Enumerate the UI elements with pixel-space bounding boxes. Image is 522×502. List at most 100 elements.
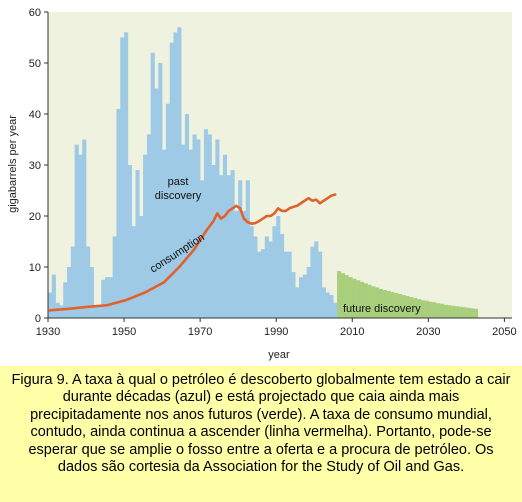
past-discovery-bar <box>108 277 113 318</box>
past-discovery-bar <box>310 246 315 318</box>
past-discovery-bar <box>120 37 125 318</box>
past-discovery-bar <box>93 305 98 318</box>
past-discovery-bar <box>318 251 323 318</box>
past-discovery-bar <box>196 139 201 318</box>
future-discovery-bar <box>447 305 452 318</box>
y-tick-label: 30 <box>29 160 41 172</box>
x-tick-label: 2030 <box>416 326 440 338</box>
past-discovery-bar <box>173 32 178 319</box>
past-discovery-bar <box>230 170 235 318</box>
future-discovery-bar <box>340 273 345 318</box>
past-discovery-bar <box>325 292 330 318</box>
y-tick-label: 20 <box>29 211 41 223</box>
past-discovery-bar <box>59 305 64 318</box>
past-discovery-bar <box>283 251 288 318</box>
past-discovery-bar <box>127 165 132 318</box>
past-discovery-bar <box>219 175 224 318</box>
future-discovery-bar <box>470 308 475 318</box>
oil-discovery-chart: 1930 1950 1970 1990 2010 2030 2050 01020304050… <box>7 7 517 361</box>
past-discovery-label-line2: discovery <box>155 190 202 202</box>
past-discovery-bar <box>105 277 110 318</box>
past-discovery-bar <box>97 305 102 318</box>
future-discovery-bar <box>378 288 383 318</box>
future-discovery-bar <box>386 290 391 318</box>
past-discovery-bar <box>272 226 277 318</box>
x-axis-ticks: 1930 1950 1970 1990 2010 2030 2050 <box>36 318 517 338</box>
past-discovery-bar <box>264 236 269 318</box>
y-tick-label: 0 <box>35 313 41 325</box>
past-discovery-bar <box>200 180 205 318</box>
past-discovery-bar <box>139 216 144 318</box>
x-tick-label: 2050 <box>492 326 516 338</box>
future-discovery-bar <box>443 304 448 318</box>
future-discovery-bar <box>416 299 422 318</box>
future-discovery-bar <box>439 303 444 318</box>
past-discovery-bar <box>48 292 53 318</box>
past-discovery-bar <box>70 246 75 318</box>
past-discovery-bar <box>131 226 136 318</box>
future-discovery-bar <box>424 300 429 318</box>
x-tick-label: 1990 <box>264 326 288 338</box>
past-discovery-bar <box>184 114 190 318</box>
past-discovery-bar <box>181 144 186 318</box>
figure-caption: Figura 9. A taxa à qual o petróleo é des… <box>0 366 522 502</box>
future-discovery-bar <box>409 297 414 318</box>
future-discovery-bar <box>435 303 441 318</box>
past-discovery-bar <box>150 52 155 319</box>
past-discovery-bar <box>260 249 266 318</box>
future-discovery-bar <box>371 286 376 318</box>
future-discovery-bar <box>344 275 349 318</box>
future-discovery-bar <box>432 302 437 318</box>
future-discovery-bar <box>451 305 456 318</box>
past-discovery-bar <box>154 88 159 318</box>
past-discovery-bar <box>101 279 106 318</box>
past-discovery-bar <box>124 32 129 319</box>
past-discovery-bar <box>203 129 209 318</box>
past-discovery-bar <box>78 154 83 318</box>
past-discovery-bar <box>253 236 258 318</box>
past-discovery-bar <box>146 134 151 318</box>
future-discovery-bar <box>397 294 403 318</box>
past-discovery-bar <box>314 241 319 318</box>
past-discovery-bar <box>158 63 163 318</box>
past-discovery-bar <box>238 180 243 318</box>
future-discovery-bar <box>359 281 364 318</box>
past-discovery-bar <box>211 165 216 318</box>
y-tick-label: 40 <box>29 109 41 121</box>
future-discovery-bar <box>401 295 406 318</box>
y-tick-label: 50 <box>29 58 41 70</box>
past-discovery-bar <box>276 216 281 318</box>
future-discovery-bar <box>413 298 418 318</box>
past-discovery-bar <box>280 233 285 318</box>
future-discovery-bar <box>473 308 479 318</box>
past-discovery-bar <box>116 108 121 319</box>
y-tick-label: 60 <box>29 7 41 19</box>
future-discovery-bar <box>375 287 380 318</box>
past-discovery-bar <box>67 267 72 318</box>
past-discovery-bar <box>302 274 307 318</box>
past-discovery-bar <box>215 139 220 318</box>
x-tick-label: 1930 <box>36 326 60 338</box>
past-discovery-bar <box>135 170 140 318</box>
past-discovery-bar <box>241 210 247 318</box>
x-tick-label: 1950 <box>112 326 136 338</box>
past-discovery-bar <box>63 282 68 318</box>
past-discovery-bar <box>169 42 174 318</box>
past-discovery-bar <box>245 180 250 318</box>
future-discovery-bar <box>382 289 387 318</box>
past-discovery-bars <box>48 27 338 319</box>
past-discovery-bar <box>162 149 167 318</box>
future-discovery-bar <box>352 278 357 318</box>
future-discovery-bar <box>405 296 410 318</box>
past-discovery-bar <box>268 241 273 318</box>
future-discovery-bar <box>454 306 460 318</box>
past-discovery-bar <box>249 226 254 318</box>
past-discovery-bar <box>86 246 91 318</box>
future-discovery-bar <box>356 280 361 318</box>
past-discovery-bar <box>112 236 117 318</box>
y-tick-label: 10 <box>29 262 41 274</box>
future-discovery-bar <box>363 283 368 318</box>
future-discovery-bar <box>466 307 471 318</box>
y-axis-label: gigabarrels per year <box>7 115 19 213</box>
x-axis-label: year <box>268 349 290 361</box>
